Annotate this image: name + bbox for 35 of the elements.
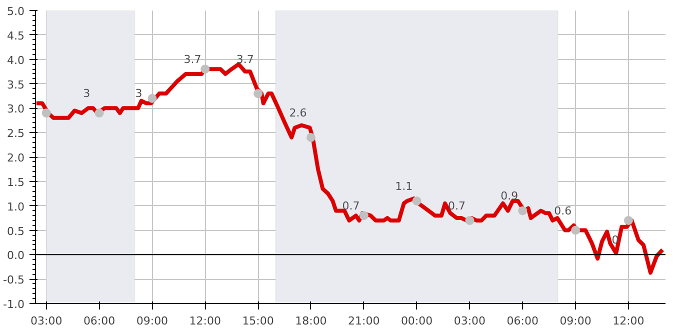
- annotation: 0.7: [342, 199, 360, 212]
- y-tick-label: 0.5: [7, 224, 25, 238]
- y-tick-label: -0.5: [3, 274, 25, 287]
- annotation: 1.1: [395, 180, 413, 193]
- x-tick-label: 15:00: [242, 314, 274, 328]
- y-tick-label: 2.5: [7, 127, 25, 140]
- annotation: 3.7: [184, 52, 202, 66]
- annotation: 3.7: [236, 52, 254, 66]
- annotation: 3: [83, 87, 90, 100]
- y-tick-label: 4.0: [7, 54, 25, 67]
- x-tick-label: 06:00: [506, 314, 538, 328]
- x-tick-label: 06:00: [83, 314, 116, 328]
- x-tick-label: 09:00: [136, 314, 168, 328]
- y-tick-label: 3.0: [7, 102, 25, 116]
- x-tick-label: 21:00: [348, 314, 380, 328]
- y-tick-label: 4.5: [7, 29, 25, 42]
- y-tick-label: 0.0: [7, 249, 25, 262]
- x-tick-label: 09:00: [560, 314, 592, 328]
- x-tick-label: 03:00: [30, 314, 62, 328]
- annotation: 0.7: [448, 199, 466, 212]
- annotation: 3: [135, 87, 142, 100]
- annotation: 0.9: [500, 190, 518, 203]
- x-tick-label: 03:00: [454, 314, 486, 328]
- x-tick-label: 12:00: [612, 314, 644, 328]
- x-tick-label: 12:00: [189, 314, 221, 328]
- x-tick-label: 00:00: [400, 314, 433, 328]
- y-tick-label: 2.0: [7, 152, 25, 164]
- y-tick-label: 5.0: [7, 5, 25, 18]
- y-tick-label: 1.0: [7, 200, 25, 214]
- annotation: 2.6: [289, 106, 307, 120]
- annotation: 0.6: [554, 204, 572, 218]
- y-tick-label: 1.5: [7, 176, 25, 189]
- y-tick-label: 3.5: [7, 78, 25, 92]
- y-tick-label: -1.0: [3, 298, 25, 311]
- x-tick-label: 18:00: [295, 314, 327, 328]
